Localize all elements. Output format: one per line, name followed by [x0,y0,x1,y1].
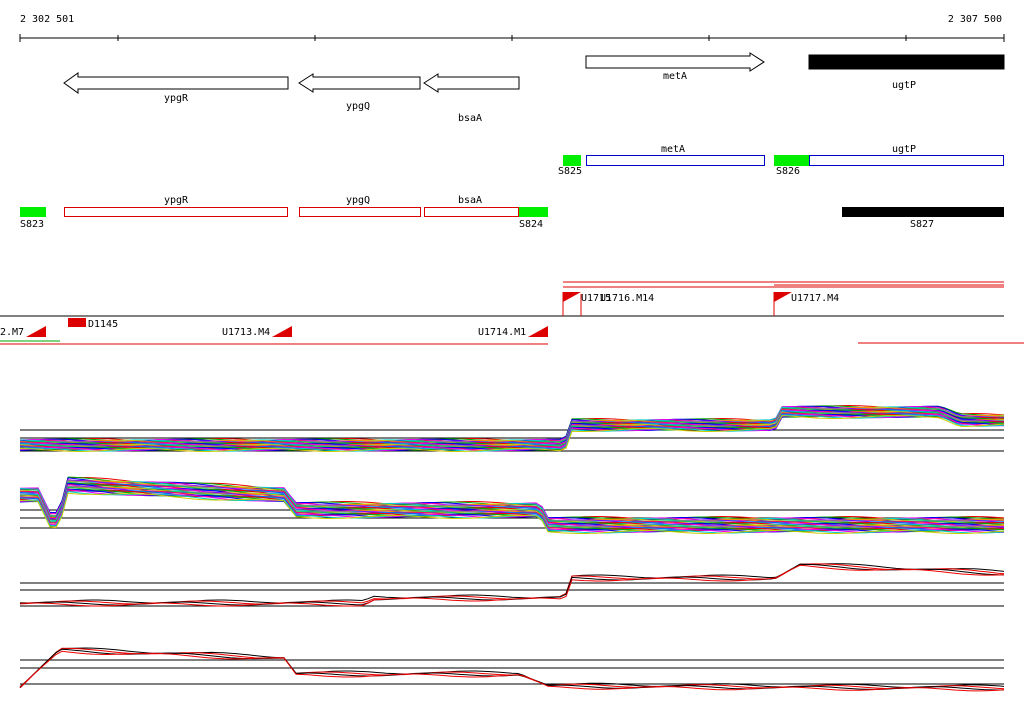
profile-line [19,413,1005,451]
transcript-label: bsaA [458,195,482,206]
transcript-label: ypgQ [346,195,370,206]
profile-line [19,489,1004,533]
transcript-track [20,155,1004,217]
transcript-label: ypgR [164,195,189,206]
transcript-label: ugtP [892,144,916,155]
profile-line [19,650,1005,692]
shift-label: U1717.M4 [791,293,839,304]
profile-line [19,564,1005,607]
profile-tracks [19,404,1005,692]
transcript-label: metA [661,144,685,155]
gene-label: ypgQ [346,101,370,112]
shift-label: D1145 [88,319,118,330]
shift-label: U1715 [581,293,611,304]
segment-label: S825 [558,166,582,177]
shift-track [0,281,1024,345]
segment-label: S827 [910,219,934,230]
gene-arrows [63,52,1005,94]
shift-label: U1713.M4 [222,327,270,338]
gene-label: metA [663,71,687,82]
gene-label: ypgR [164,93,189,104]
ruler-start: 2 302 501 [20,14,74,25]
shift-label: U1716.M14 [600,293,654,304]
profile-line [19,414,1005,452]
gene-label: ugtP [892,80,916,91]
profile-line [19,477,1005,522]
profile-line [19,414,1004,452]
shift-label: 2.M7 [0,327,24,338]
profile-line [19,491,1005,534]
segment-label: S826 [776,166,800,177]
ruler-end: 2 307 500 [948,14,1002,25]
gene-label: bsaA [458,113,482,124]
shift-label: U1714.M1 [478,327,526,338]
profile-line [19,414,1005,453]
segment-label: S823 [20,219,44,230]
ruler [19,34,1005,42]
segment-label: S824 [519,219,543,230]
profile-line [19,492,1005,534]
